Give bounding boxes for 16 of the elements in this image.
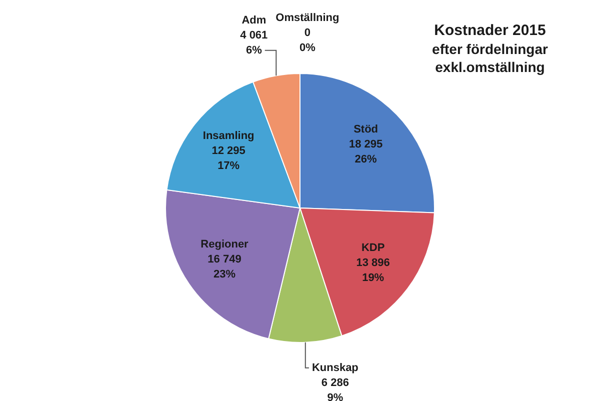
data-label: 4 061 6% (240, 29, 268, 56)
slice-label: KDP (361, 242, 385, 254)
data-label: 16 749 23% (208, 254, 242, 281)
slice-label: Kunskap (312, 362, 359, 374)
data-label: 6 286 9% (321, 376, 349, 401)
slice-label: Regioner (200, 238, 250, 251)
category-label: Omställning (276, 12, 340, 24)
data-label: 12 295 17% (212, 144, 246, 172)
text: efter fördelningar exkl.omställning (431, 40, 549, 76)
slice-label: Stöd (354, 124, 378, 136)
data-label: 18 295 26% (348, 138, 383, 166)
data-label: 13 896 19% (356, 257, 390, 284)
text: Kostnader 2015 (433, 22, 547, 40)
slice-label: Insamling (202, 130, 254, 142)
slice-label: Adm (242, 14, 266, 26)
text: 0 0% (300, 27, 316, 54)
